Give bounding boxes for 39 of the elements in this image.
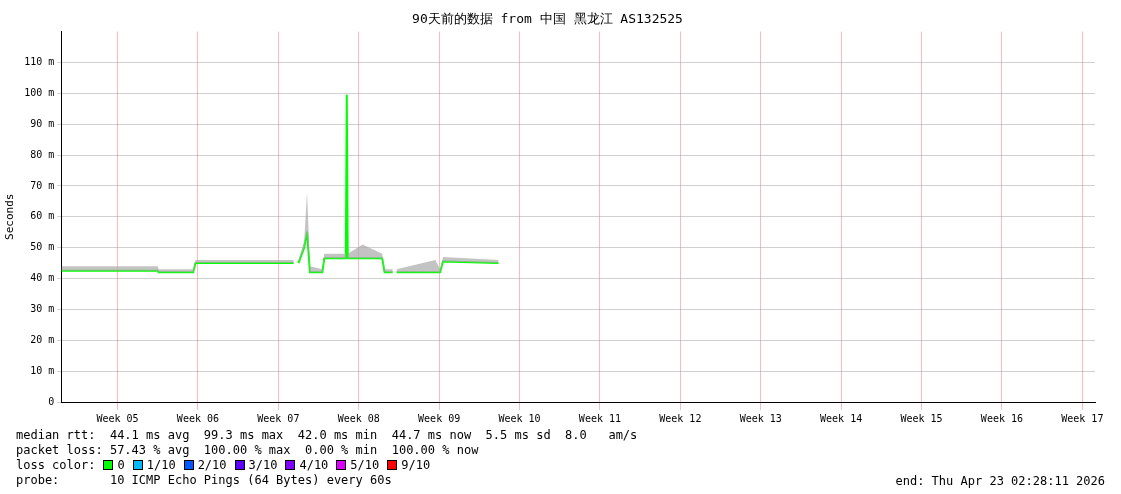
y-tick-label: 60 m xyxy=(30,210,55,222)
x-tick-label: Week 16 xyxy=(980,412,1024,424)
y-tick-label: 100 m xyxy=(24,86,55,98)
x-tick-label: Week 17 xyxy=(1061,412,1104,424)
x-tick-label: Week 13 xyxy=(739,412,782,424)
legend-title: loss color: xyxy=(16,458,96,472)
chart-title: 90天前的数据 from 中国 黑龙江 AS132525 xyxy=(412,11,683,27)
x-tick-label: Week 15 xyxy=(900,412,943,424)
y-tick-label: 70 m xyxy=(30,179,55,191)
x-tick-label: Week 08 xyxy=(337,412,380,424)
x-tick-label: Week 09 xyxy=(418,412,461,424)
y-tick-label: 40 m xyxy=(30,272,55,284)
y-tick-label: 50 m xyxy=(30,241,55,253)
text: probe: 10 ICMP Echo Pings (64 Bytes) every 60s xyxy=(16,473,392,487)
legend-label: 9/10 xyxy=(401,458,431,472)
legend-label: 2/10 xyxy=(197,458,227,472)
y-tick-label: 110 m xyxy=(24,56,55,68)
legend-label: 3/10 xyxy=(248,458,278,472)
text: median rtt: 44.1 ms avg 99.3 ms max 42.0 ms min 44.7 ms now 5.5 ms sd 8.0 am/s xyxy=(16,428,639,443)
y-tick-label: 10 m xyxy=(30,364,55,376)
y-tick-label: 20 m xyxy=(30,333,55,345)
legend-label: 0 xyxy=(117,458,125,472)
text: end: Thu Apr 23 02:28:11 2026 xyxy=(895,474,1105,488)
y-axis-title: Seconds xyxy=(3,193,17,240)
y-tick-label: 0 xyxy=(48,395,55,407)
text: packet loss: 57.43 % avg 100.00 % max 0.00 % min 100.00 % now xyxy=(16,443,480,458)
legend-label: 5/10 xyxy=(350,458,380,472)
x-tick-label: Week 06 xyxy=(176,412,220,424)
x-tick-label: Week 10 xyxy=(498,412,541,424)
y-tick-label: 30 m xyxy=(30,302,55,314)
x-tick-label: Week 07 xyxy=(257,412,300,424)
x-tick-label: Week 12 xyxy=(659,412,702,424)
y-tick-label: 80 m xyxy=(30,148,55,160)
x-tick-label: Week 05 xyxy=(96,412,139,424)
legend-label: 4/10 xyxy=(299,458,329,472)
x-tick-label: Week 11 xyxy=(578,412,622,424)
x-tick-label: Week 14 xyxy=(820,412,863,424)
legend-label: 1/10 xyxy=(146,458,176,472)
y-tick-label: 90 m xyxy=(30,117,55,129)
